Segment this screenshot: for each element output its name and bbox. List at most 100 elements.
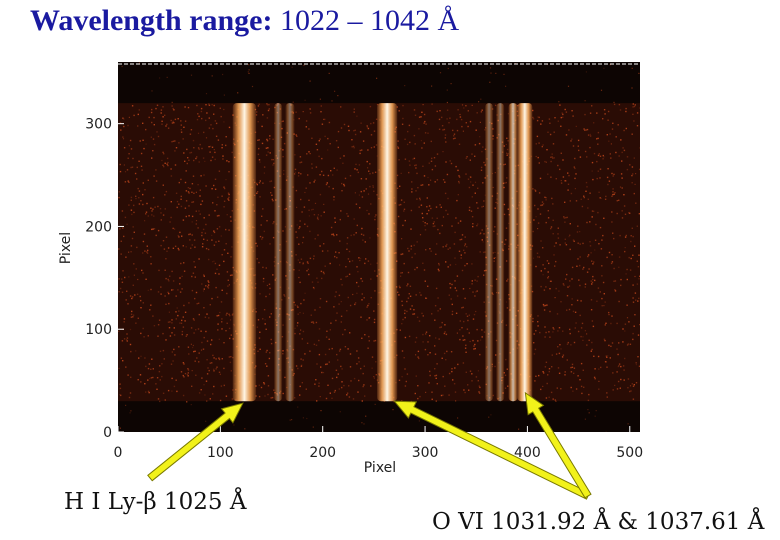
noise-speck <box>299 156 302 158</box>
noise-speck <box>572 310 575 313</box>
noise-speck <box>504 163 506 165</box>
noise-speck <box>198 210 200 212</box>
noise-speck <box>266 117 269 119</box>
noise-speck <box>171 105 173 107</box>
noise-speck <box>170 201 172 203</box>
noise-speck <box>458 182 460 184</box>
noise-speck <box>422 341 424 343</box>
noise-speck <box>625 107 627 110</box>
noise-speck <box>569 280 571 282</box>
noise-speck <box>147 335 149 337</box>
noise-speck <box>457 222 460 224</box>
noise-speck <box>507 140 509 142</box>
noise-speck <box>322 174 325 176</box>
noise-speck <box>582 242 584 245</box>
noise-speck <box>125 366 127 368</box>
noise-speck <box>622 328 624 330</box>
noise-speck <box>627 343 629 345</box>
noise-speck <box>320 366 322 368</box>
noise-speck <box>302 111 304 113</box>
noise-speck <box>206 373 209 375</box>
noise-speck <box>163 248 166 250</box>
noise-speck <box>455 289 458 292</box>
noise-speck <box>197 147 200 149</box>
noise-speck <box>328 361 330 363</box>
noise-speck <box>571 138 573 140</box>
noise-speck <box>264 319 266 321</box>
noise-speck <box>374 216 376 218</box>
noise-speck <box>348 385 350 387</box>
noise-speck <box>270 313 272 315</box>
noise-speck <box>539 213 542 215</box>
noise-speck <box>478 142 481 145</box>
noise-speck <box>339 157 342 159</box>
noise-speck <box>466 263 468 265</box>
noise-speck <box>328 338 330 340</box>
noise-speck <box>177 234 179 237</box>
noise-speck <box>151 228 153 231</box>
noise-speck <box>479 232 482 234</box>
noise-speck <box>266 284 268 287</box>
x-tick-label: 100 <box>207 445 234 461</box>
noise-speck <box>599 226 602 229</box>
noise-speck <box>565 134 568 136</box>
noise-speck <box>547 131 549 133</box>
noise-speck <box>200 330 202 332</box>
noise-speck <box>601 305 603 307</box>
noise-speck <box>532 320 534 323</box>
noise-speck <box>375 214 377 216</box>
noise-speck <box>362 372 364 375</box>
noise-speck <box>470 210 473 212</box>
noise-speck <box>425 391 427 393</box>
noise-speck <box>547 276 550 278</box>
noise-speck <box>603 67 605 69</box>
noise-speck <box>133 114 135 117</box>
noise-speck <box>621 160 623 162</box>
noise-speck <box>632 106 634 108</box>
noise-speck <box>375 118 378 120</box>
noise-speck <box>533 342 535 344</box>
noise-speck <box>483 270 486 272</box>
noise-speck <box>639 324 640 326</box>
noise-speck <box>324 135 326 138</box>
noise-speck <box>348 250 351 253</box>
noise-speck <box>573 166 575 168</box>
noise-speck <box>631 383 633 385</box>
noise-speck <box>632 284 634 286</box>
noise-speck <box>356 363 358 365</box>
noise-speck <box>597 355 600 358</box>
noise-speck <box>231 314 234 316</box>
noise-speck <box>311 163 313 165</box>
noise-speck <box>460 238 463 241</box>
noise-speck <box>479 251 481 253</box>
noise-speck <box>400 199 403 201</box>
noise-speck <box>635 173 637 175</box>
noise-speck <box>139 295 141 298</box>
noise-speck <box>408 124 411 127</box>
noise-speck <box>461 327 463 329</box>
noise-speck <box>476 224 478 227</box>
noise-speck <box>505 358 507 361</box>
noise-speck <box>435 206 438 208</box>
noise-speck <box>231 210 233 212</box>
noise-speck <box>442 216 445 218</box>
noise-speck <box>536 135 539 138</box>
noise-speck <box>422 315 424 317</box>
noise-speck <box>557 227 559 229</box>
noise-speck <box>582 336 584 338</box>
noise-speck <box>626 268 628 271</box>
noise-speck <box>273 221 275 223</box>
noise-speck <box>268 104 270 106</box>
noise-speck <box>427 285 429 287</box>
noise-speck <box>309 112 312 114</box>
noise-speck <box>448 294 450 296</box>
noise-speck <box>349 366 352 368</box>
noise-speck <box>211 103 213 106</box>
noise-speck <box>580 362 583 365</box>
noise-speck <box>633 325 635 327</box>
noise-speck <box>282 324 284 326</box>
noise-speck <box>171 101 173 103</box>
noise-speck <box>411 191 413 193</box>
noise-speck <box>578 279 580 281</box>
noise-speck <box>358 357 360 359</box>
